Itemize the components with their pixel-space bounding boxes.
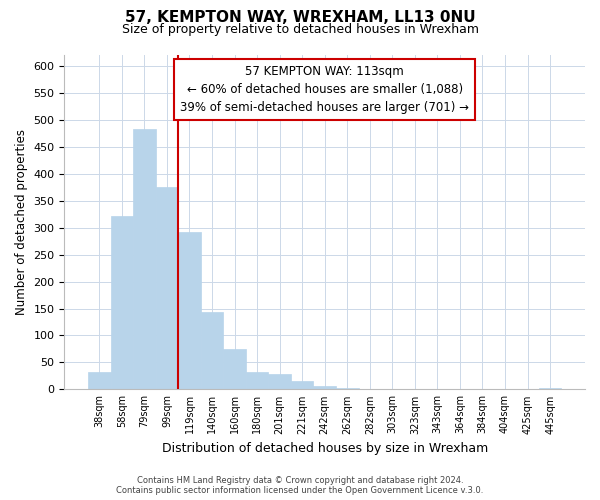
Bar (246, 372, 268, 390)
Text: Contains HM Land Registry data © Crown copyright and database right 2024.
Contai: Contains HM Land Registry data © Crown c… (116, 476, 484, 495)
Bar (313, 386, 336, 390)
Text: 57 KEMPTON WAY: 113sqm
← 60% of detached houses are smaller (1,088)
39% of semi-: 57 KEMPTON WAY: 113sqm ← 60% of detached… (180, 65, 469, 114)
Bar (110, 216, 133, 390)
Text: 57, KEMPTON WAY, WREXHAM, LL13 0NU: 57, KEMPTON WAY, WREXHAM, LL13 0NU (125, 10, 475, 25)
X-axis label: Distribution of detached houses by size in Wrexham: Distribution of detached houses by size … (161, 442, 488, 455)
Bar (155, 187, 178, 390)
Bar (381, 389, 404, 390)
Bar (336, 388, 359, 390)
Text: Size of property relative to detached houses in Wrexham: Size of property relative to detached ho… (121, 22, 479, 36)
Y-axis label: Number of detached properties: Number of detached properties (15, 129, 28, 315)
Bar (178, 232, 201, 390)
Bar (201, 312, 223, 390)
Bar (539, 388, 562, 390)
Bar (88, 372, 110, 390)
Bar (268, 374, 291, 390)
Bar (223, 349, 246, 390)
Bar (133, 129, 155, 390)
Bar (359, 389, 381, 390)
Bar (291, 381, 313, 390)
